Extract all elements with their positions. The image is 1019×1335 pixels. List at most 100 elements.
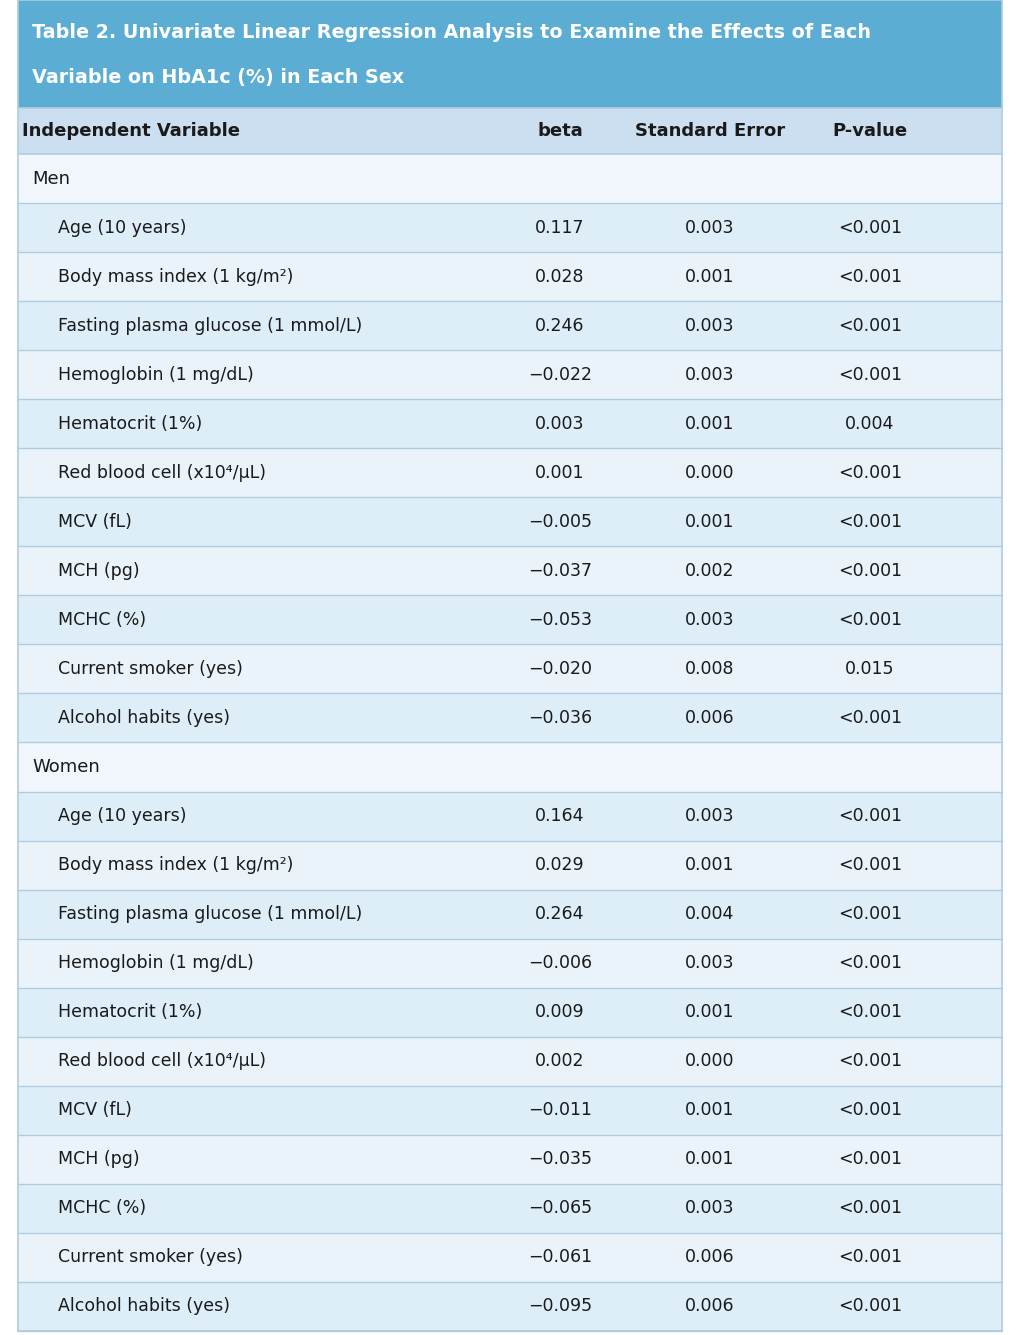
Text: 0.003: 0.003 xyxy=(685,316,734,335)
Text: Body mass index (1 kg/m²): Body mass index (1 kg/m²) xyxy=(58,856,293,874)
Text: 0.004: 0.004 xyxy=(685,905,734,922)
Text: 0.001: 0.001 xyxy=(685,856,734,874)
Text: <0.001: <0.001 xyxy=(838,611,901,629)
Text: −0.065: −0.065 xyxy=(528,1199,591,1218)
Bar xyxy=(18,792,1001,841)
Text: 0.028: 0.028 xyxy=(535,267,584,286)
Text: −0.022: −0.022 xyxy=(528,366,591,383)
Text: 0.008: 0.008 xyxy=(685,659,734,678)
Text: Hematocrit (1%): Hematocrit (1%) xyxy=(58,1003,202,1021)
Text: <0.001: <0.001 xyxy=(838,463,901,482)
Bar xyxy=(18,449,1001,498)
Text: <0.001: <0.001 xyxy=(838,1052,901,1071)
Text: 0.001: 0.001 xyxy=(685,1003,734,1021)
Text: MCH (pg): MCH (pg) xyxy=(58,562,140,579)
Text: −0.037: −0.037 xyxy=(528,562,591,579)
Text: −0.053: −0.053 xyxy=(528,611,591,629)
Bar xyxy=(18,1037,1001,1085)
Text: −0.061: −0.061 xyxy=(528,1248,591,1267)
Text: Hemoglobin (1 mg/dL): Hemoglobin (1 mg/dL) xyxy=(58,955,254,972)
Text: MCHC (%): MCHC (%) xyxy=(58,611,146,629)
Text: 0.006: 0.006 xyxy=(685,1248,734,1267)
Bar xyxy=(18,841,1001,889)
Text: 0.002: 0.002 xyxy=(685,562,734,579)
Text: MCHC (%): MCHC (%) xyxy=(58,1199,146,1218)
Text: <0.001: <0.001 xyxy=(838,1151,901,1168)
Text: 0.001: 0.001 xyxy=(685,513,734,531)
Text: Fasting plasma glucose (1 mmol/L): Fasting plasma glucose (1 mmol/L) xyxy=(58,316,362,335)
Text: <0.001: <0.001 xyxy=(838,709,901,728)
Bar xyxy=(18,595,1001,645)
Text: Hemoglobin (1 mg/dL): Hemoglobin (1 mg/dL) xyxy=(58,366,254,383)
Text: 0.117: 0.117 xyxy=(535,219,584,236)
Text: 0.000: 0.000 xyxy=(685,1052,734,1071)
Text: Variable on HbA1c (%) in Each Sex: Variable on HbA1c (%) in Each Sex xyxy=(32,68,404,87)
Text: <0.001: <0.001 xyxy=(838,1248,901,1267)
Bar xyxy=(18,350,1001,399)
Text: −0.005: −0.005 xyxy=(528,513,591,531)
Text: Hematocrit (1%): Hematocrit (1%) xyxy=(58,415,202,433)
Text: Alcohol habits (yes): Alcohol habits (yes) xyxy=(58,1298,229,1315)
Bar xyxy=(18,108,1001,154)
Bar xyxy=(18,889,1001,939)
Text: <0.001: <0.001 xyxy=(838,1101,901,1119)
Text: Age (10 years): Age (10 years) xyxy=(58,219,186,236)
Bar xyxy=(18,1085,1001,1135)
Text: <0.001: <0.001 xyxy=(838,1003,901,1021)
Text: 0.001: 0.001 xyxy=(685,267,734,286)
Text: 0.003: 0.003 xyxy=(685,1199,734,1218)
Bar xyxy=(18,399,1001,449)
Text: <0.001: <0.001 xyxy=(838,219,901,236)
Bar xyxy=(18,203,1001,252)
Text: −0.011: −0.011 xyxy=(528,1101,591,1119)
Bar xyxy=(18,939,1001,988)
Text: <0.001: <0.001 xyxy=(838,1298,901,1315)
Text: Red blood cell (x10⁴/μL): Red blood cell (x10⁴/μL) xyxy=(58,1052,266,1071)
Text: <0.001: <0.001 xyxy=(838,905,901,922)
Text: Independent Variable: Independent Variable xyxy=(22,121,239,140)
Text: Red blood cell (x10⁴/μL): Red blood cell (x10⁴/μL) xyxy=(58,463,266,482)
Text: 0.264: 0.264 xyxy=(535,905,584,922)
Bar xyxy=(18,498,1001,546)
Bar xyxy=(18,1184,1001,1234)
Text: Table 2. Univariate Linear Regression Analysis to Examine the Effects of Each: Table 2. Univariate Linear Regression An… xyxy=(32,23,870,41)
Text: Current smoker (yes): Current smoker (yes) xyxy=(58,1248,243,1267)
Text: 0.029: 0.029 xyxy=(535,856,584,874)
Bar xyxy=(18,1234,1001,1282)
Text: 0.000: 0.000 xyxy=(685,463,734,482)
Text: 0.003: 0.003 xyxy=(685,955,734,972)
Text: MCV (fL): MCV (fL) xyxy=(58,513,131,531)
Text: −0.095: −0.095 xyxy=(528,1298,591,1315)
Text: 0.003: 0.003 xyxy=(685,366,734,383)
Bar xyxy=(18,988,1001,1037)
Bar xyxy=(18,742,1001,792)
Text: Standard Error: Standard Error xyxy=(634,121,785,140)
Text: 0.001: 0.001 xyxy=(535,463,584,482)
Bar xyxy=(18,1282,1001,1331)
Text: Alcohol habits (yes): Alcohol habits (yes) xyxy=(58,709,229,728)
Text: MCV (fL): MCV (fL) xyxy=(58,1101,131,1119)
Text: 0.015: 0.015 xyxy=(845,659,894,678)
Text: Current smoker (yes): Current smoker (yes) xyxy=(58,659,243,678)
Bar xyxy=(18,302,1001,350)
Text: <0.001: <0.001 xyxy=(838,808,901,825)
Text: 0.006: 0.006 xyxy=(685,1298,734,1315)
Text: 0.246: 0.246 xyxy=(535,316,584,335)
Text: 0.003: 0.003 xyxy=(685,611,734,629)
Text: <0.001: <0.001 xyxy=(838,267,901,286)
Text: <0.001: <0.001 xyxy=(838,562,901,579)
Bar xyxy=(18,1135,1001,1184)
Text: 0.003: 0.003 xyxy=(685,808,734,825)
Text: 0.002: 0.002 xyxy=(535,1052,584,1071)
Text: MCH (pg): MCH (pg) xyxy=(58,1151,140,1168)
Text: <0.001: <0.001 xyxy=(838,316,901,335)
Text: −0.036: −0.036 xyxy=(528,709,591,728)
Text: Women: Women xyxy=(32,758,100,776)
Bar xyxy=(18,546,1001,595)
Text: beta: beta xyxy=(537,121,582,140)
Text: 0.009: 0.009 xyxy=(535,1003,584,1021)
Text: <0.001: <0.001 xyxy=(838,856,901,874)
Text: 0.001: 0.001 xyxy=(685,1151,734,1168)
Text: −0.006: −0.006 xyxy=(528,955,591,972)
Text: 0.164: 0.164 xyxy=(535,808,584,825)
